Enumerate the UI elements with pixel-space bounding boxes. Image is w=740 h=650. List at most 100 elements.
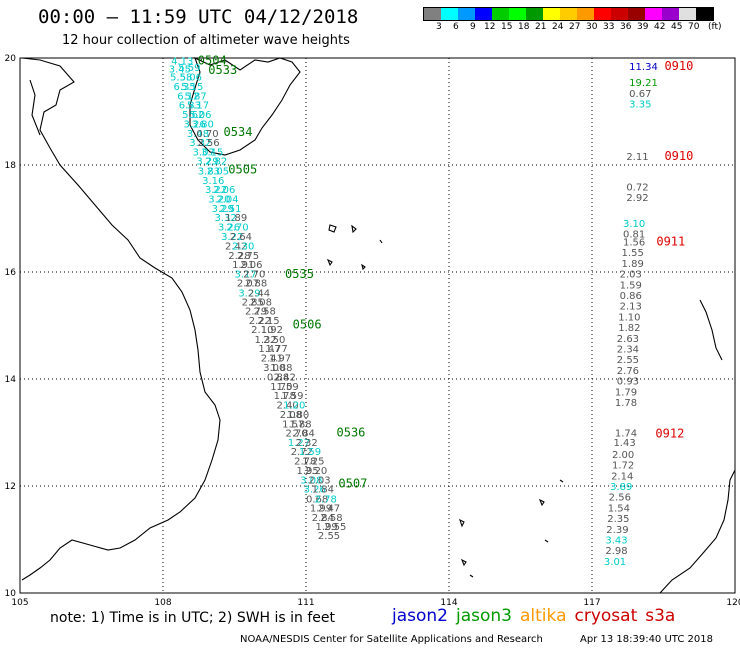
swh-value: 2.55 — [318, 531, 340, 542]
footer-credit: NOAA/NESDIS Center for Satellite Applica… — [240, 634, 543, 645]
footer-timestamp: Apr 13 18:39:40 UTC 2018 — [580, 634, 713, 645]
swh-value: 3.89 — [610, 482, 632, 493]
swh-value: 1.55 — [622, 248, 644, 259]
swh-value: 1.88 — [270, 363, 292, 374]
swh-value: 3.80 — [192, 119, 214, 130]
swh-value: 1.84 — [312, 485, 334, 496]
swh-value: 5.58 — [170, 73, 192, 84]
colorbar-swatch — [458, 8, 475, 20]
swh-value: 1.78 — [615, 398, 637, 409]
swh-value: 2.70 — [243, 270, 265, 281]
swh-value: 0.67 — [629, 89, 651, 100]
swh-value: 2.85 — [242, 297, 264, 308]
swh-value: 3.17 — [235, 270, 257, 281]
swh-value: 2.70 — [286, 429, 308, 440]
x-tick-label: 105 — [11, 598, 28, 608]
swh-value: 4.13 — [171, 57, 193, 68]
island — [544, 539, 549, 543]
swh-value: 2.13 — [620, 302, 642, 313]
swh-value: 3.01 — [604, 557, 626, 568]
swh-value: 2.40 — [276, 401, 298, 412]
x-tick-label: 111 — [297, 598, 314, 608]
island — [351, 224, 357, 234]
swh-value: 2.92 — [626, 193, 648, 204]
pass-label: 0507 — [338, 476, 367, 490]
swh-value: 1.82 — [618, 323, 640, 334]
swh-value: 1.56 — [623, 238, 645, 249]
swh-value: 2.11 — [626, 152, 648, 163]
swh-value: 2.79 — [245, 307, 267, 318]
swh-value: 2.84 — [312, 513, 334, 524]
colorbar-tick: 36 — [620, 22, 632, 32]
swh-value: 0.93 — [617, 377, 639, 388]
swh-value: 5.15 — [181, 82, 203, 93]
swh-value: 2.34 — [617, 345, 639, 356]
colorbar-swatch — [662, 8, 679, 20]
pass-label: 0533 — [208, 63, 237, 77]
island — [326, 258, 333, 267]
pass-label: 0506 — [293, 317, 322, 331]
swh-value: 1.27 — [288, 438, 310, 449]
page-title: 00:00 – 11:59 UTC 04/12/2018 — [38, 6, 359, 28]
satellite-legend-item: jason2 — [392, 606, 448, 626]
swh-value: 1.70 — [270, 382, 292, 393]
page-subtitle: 12 hour collection of altimeter wave hei… — [62, 33, 350, 48]
swh-values: 4.133.455.595.585.066.355.156.125.876.33… — [169, 57, 658, 568]
swh-value: 1.92 — [261, 325, 283, 336]
swh-value: 6.35 — [173, 82, 195, 93]
colorbar-tick: 39 — [637, 22, 649, 32]
swh-value: 1.59 — [281, 391, 303, 402]
swh-value: 2.88 — [245, 279, 267, 290]
swh-value: 1.91 — [232, 260, 254, 271]
colorbar — [423, 7, 714, 21]
pass-label: 0536 — [337, 426, 366, 440]
colorbar-swatch — [424, 8, 441, 20]
colorbar-swatch — [696, 8, 713, 20]
colorbar-tick: 70 — [688, 22, 700, 32]
pass-label: 0911 — [656, 235, 685, 249]
colorbar-tick: 24 — [552, 22, 564, 32]
swh-value: 2.75 — [237, 251, 259, 262]
swh-value: 5.87 — [184, 91, 206, 102]
swh-value: 2.35 — [607, 514, 629, 525]
y-tick-label: 18 — [5, 161, 17, 171]
swh-value: 1.25 — [302, 456, 324, 467]
swh-value: 3.00 — [263, 363, 285, 374]
swh-value: 1.54 — [608, 503, 630, 514]
swh-value: 3.10 — [623, 219, 645, 230]
swh-value: 2.98 — [605, 546, 627, 557]
swh-value: 3.43 — [605, 536, 627, 547]
satellite-legend-item: jason3 — [456, 606, 512, 626]
swh-value: 2.70 — [226, 223, 248, 234]
swh-value: 3.08 — [300, 476, 322, 487]
swh-value: 2.58 — [254, 307, 276, 318]
swh-value: 1.74 — [615, 429, 637, 440]
swh-value: 2.78 — [315, 494, 337, 505]
swh-value: 2.39 — [606, 525, 628, 536]
swh-value: 1.10 — [618, 312, 640, 323]
swh-value: 2.03 — [308, 476, 330, 487]
swh-value: 1.59 — [620, 280, 642, 291]
y-tick-label: 14 — [5, 375, 17, 385]
y-tick-label: 12 — [5, 482, 16, 492]
colorbar-swatch — [679, 8, 696, 20]
swh-value: 1.77 — [265, 344, 287, 355]
swh-value: 3.29 — [212, 204, 234, 215]
swh-value: 2.84 — [293, 429, 315, 440]
satellite-legend-item: altika — [520, 606, 567, 626]
swh-value: 3.45 — [169, 65, 191, 76]
y-tick-label: 20 — [5, 54, 17, 64]
swh-value: 1.43 — [613, 438, 635, 449]
swh-value: 2.08 — [280, 410, 302, 421]
x-tick-label: 114 — [440, 598, 457, 608]
swh-value: 2.04 — [216, 195, 238, 206]
swh-value: 1.89 — [225, 213, 247, 224]
coastline-gulf-west — [29, 79, 41, 136]
colorbar-tick: 18 — [518, 22, 530, 32]
pass-label: 0504 — [198, 54, 227, 68]
colorbar-swatch — [611, 8, 628, 20]
colorbar-swatch — [526, 8, 543, 20]
swh-value: 1.99 — [316, 522, 338, 533]
swh-value: 2.00 — [612, 450, 634, 461]
